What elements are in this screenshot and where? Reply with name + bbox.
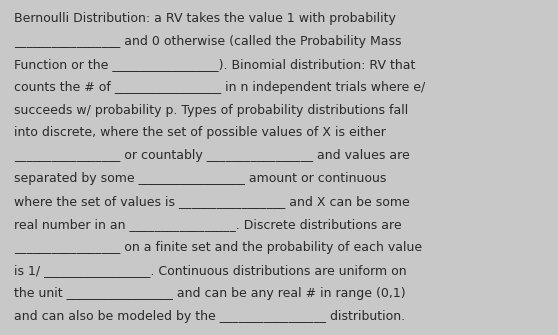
- Text: real number in an _________________. Discrete distributions are: real number in an _________________. Dis…: [14, 218, 402, 231]
- Text: into discrete, where the set of possible values of X is either: into discrete, where the set of possible…: [14, 127, 386, 139]
- Text: succeeds w/ probability p. Types of probability distributions fall: succeeds w/ probability p. Types of prob…: [14, 104, 408, 117]
- Text: _________________ on a finite set and the probability of each value: _________________ on a finite set and th…: [14, 241, 422, 254]
- Text: Function or the _________________). Binomial distribution: RV that: Function or the _________________). Bino…: [14, 58, 415, 71]
- Text: where the set of values is _________________ and X can be some: where the set of values is _____________…: [14, 195, 410, 208]
- Text: the unit _________________ and can be any real # in range (0,1): the unit _________________ and can be an…: [14, 287, 406, 300]
- Text: separated by some _________________ amount or continuous: separated by some _________________ amou…: [14, 173, 386, 185]
- Text: and can also be modeled by the _________________ distribution.: and can also be modeled by the _________…: [14, 310, 405, 323]
- Text: Bernoulli Distribution: a RV takes the value 1 with probability: Bernoulli Distribution: a RV takes the v…: [14, 12, 396, 25]
- Text: _________________ or countably _________________ and values are: _________________ or countably _________…: [14, 149, 410, 162]
- Text: _________________ and 0 otherwise (called the Probability Mass: _________________ and 0 otherwise (calle…: [14, 35, 401, 48]
- Text: counts the # of _________________ in n independent trials where e/: counts the # of _________________ in n i…: [14, 81, 425, 93]
- Text: is 1/ _________________. Continuous distributions are uniform on: is 1/ _________________. Continuous dist…: [14, 264, 407, 277]
